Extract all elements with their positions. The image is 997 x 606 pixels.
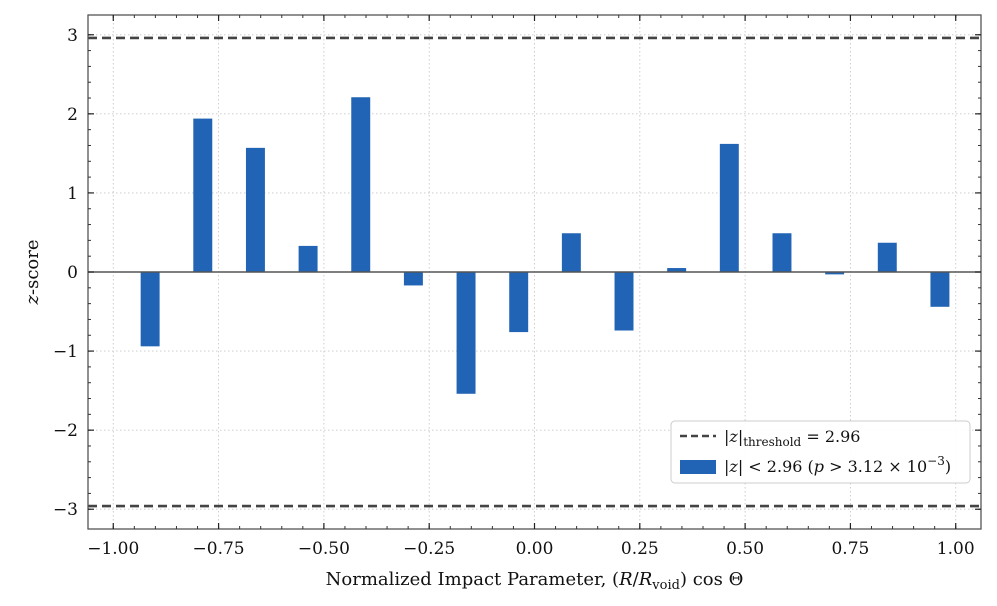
legend-box [670, 420, 971, 484]
x-tick-label-8: 1.00 [937, 539, 975, 559]
bar-14 [877, 242, 897, 272]
bar-0 [140, 272, 160, 347]
y-axis-title: z-score [22, 240, 43, 306]
x-tick-label-7: 0.75 [831, 539, 869, 559]
bar-10 [667, 268, 687, 272]
bar-15 [930, 272, 950, 307]
bar-12 [772, 233, 792, 272]
x-tick-label-4: 0.00 [516, 539, 554, 559]
y-tick-label-4: 1 [67, 184, 78, 204]
bar-4 [351, 97, 371, 273]
bar-11 [719, 143, 739, 272]
ticks: −1.00 −0.75 −0.50 −0.25 0.00 0.25 0.50 0.75 1.00… [53, 15, 981, 559]
y-tick-label-0: −3 [53, 500, 78, 520]
y-tick-label-3: 0 [67, 263, 78, 283]
x-tick-label-3: −0.25 [403, 539, 455, 559]
bar-1 [193, 118, 213, 273]
y-tick-label-1: −2 [53, 421, 78, 441]
x-tick-label-0: −1.00 [87, 539, 139, 559]
bar-7 [509, 272, 529, 333]
legend-bar-swatch [680, 460, 716, 474]
bars [140, 97, 950, 394]
x-tick-label-2: −0.50 [298, 539, 350, 559]
bar-6 [456, 272, 476, 394]
bar-2 [245, 147, 265, 272]
x-tick-label-1: −0.75 [193, 539, 245, 559]
bar-13 [825, 272, 845, 275]
bar-9 [614, 272, 634, 331]
bar-5 [403, 272, 423, 286]
bar-3 [298, 245, 318, 272]
legend: |z|threshold = 2.96 |z| < 2.96 (p > 3.12… [670, 420, 971, 484]
threshold-lines [88, 36, 981, 508]
legend-threshold-label: |z|threshold = 2.96 [724, 427, 860, 449]
y-tick-label-6: 3 [67, 26, 78, 46]
bar-8 [561, 233, 581, 272]
x-tick-label-5: 0.25 [621, 539, 659, 559]
x-axis-title: Normalized Impact Parameter, (R/Rvoid) c… [326, 569, 744, 593]
legend-bar-label: |z| < 2.96 (p > 3.12 × 10−3) [724, 454, 951, 476]
y-tick-label-2: −1 [53, 342, 78, 362]
y-tick-label-5: 2 [67, 105, 78, 125]
x-tick-label-6: 0.50 [726, 539, 764, 559]
